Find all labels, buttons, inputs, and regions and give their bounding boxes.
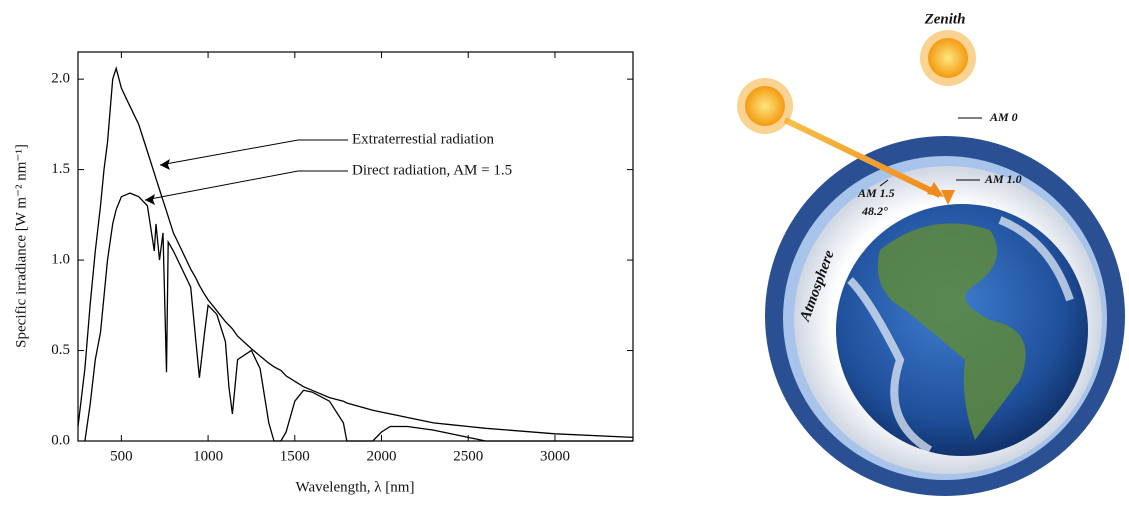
continents [877,223,1026,440]
annotation-arrowhead [160,159,170,170]
arrowhead [941,190,955,205]
series-line [84,192,633,442]
x-tick-label: 2000 [367,448,397,464]
pointer [879,179,889,187]
air-mass-diagram: Zenith AM 0 AM 1.0 AM 1.5 48.2° Atmosphe… [737,11,1125,496]
x-axis-label: Wavelength, λ [nm] [296,479,415,495]
y-tick-label: 1.0 [51,252,70,268]
am0-label: AM 0 [989,110,1018,124]
annotation-arrowhead [145,194,155,205]
x-tick-label: 3000 [540,448,570,464]
x-tick-label: 1500 [280,448,310,464]
sun [737,30,976,134]
am15-label: AM 1.5 [857,186,895,200]
arrowhead [927,182,944,197]
x-tick-label: 2500 [453,448,483,464]
annotation-arrow [144,170,348,201]
x-tick-label: 1000 [193,448,223,464]
y-tick-label: 0.0 [51,432,70,448]
series-annotation: Direct radiation, AM = 1.5 [352,162,512,178]
beam-oblique [783,117,942,198]
angle-label: 48.2° [861,204,888,218]
annotation-arrow [159,139,348,166]
y-axis-label: Specific irradiance [W m⁻² nm⁻¹] [13,144,29,348]
am10-label: AM 1.0 [984,172,1022,186]
y-tick-label: 0.5 [51,342,70,358]
y-tick-label: 1.5 [51,161,70,177]
series-line [77,65,634,439]
x-tick-label: 500 [110,448,133,464]
plot: Wavelength, λ [nm] Specific irradiance [… [13,51,634,495]
series-annotation: Extraterrestial radiation [352,131,495,147]
y-tick-label: 2.0 [51,71,70,87]
zenith-label: Zenith [924,11,966,27]
clouds [847,216,1074,454]
